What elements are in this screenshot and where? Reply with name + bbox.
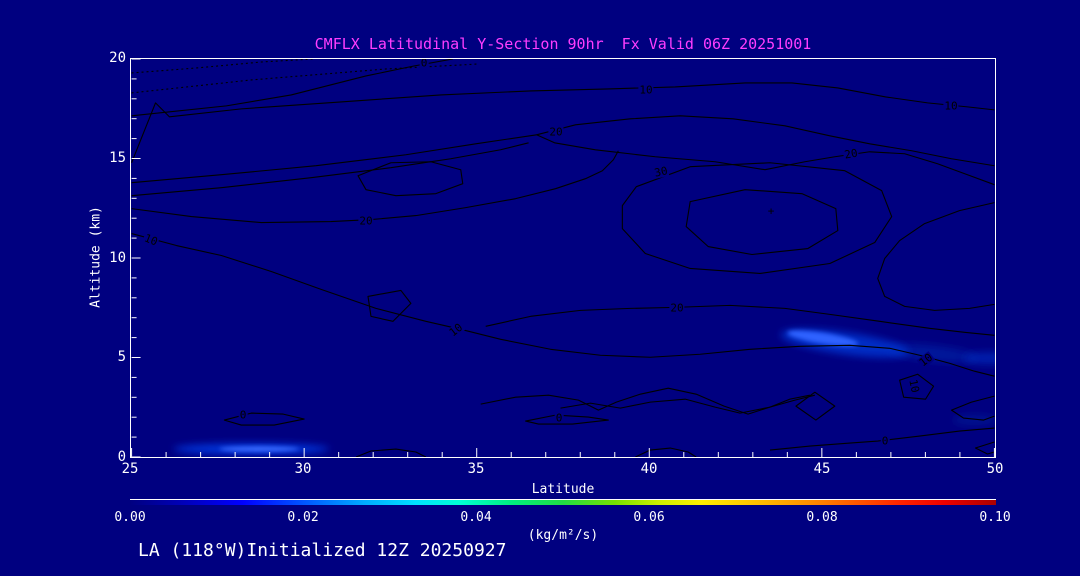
contour-value-label: 10 [943, 99, 959, 113]
contour-value-label: 0 [238, 408, 248, 422]
colorbar-tick-label: 0.10 [979, 510, 1011, 525]
colorbar-gradient [130, 499, 996, 505]
initialization-caption: LA (118°W)Initialized 12Z 20250927 [138, 540, 507, 561]
contour-value-label: 10 [906, 377, 922, 395]
contour-value-label: 20 [548, 125, 564, 139]
contour-value-label: 30 [652, 164, 670, 180]
y-tick-label: 15 [109, 149, 126, 166]
contour-value-label: 0 [880, 434, 890, 448]
plot-area: 0 10 10 20 20 30 20 10 20 10 10 10 0 0 0 + [130, 58, 996, 458]
x-tick-label: 45 [813, 461, 831, 477]
x-axis-title: Latitude [531, 482, 595, 497]
contour-value-label: 10 [638, 83, 654, 97]
x-tick-label: 40 [640, 461, 658, 477]
x-axis-tick-labels: 25 30 35 40 45 50 [122, 461, 1004, 479]
x-tick-label: 35 [467, 461, 485, 477]
y-axis-tick-labels: 20 15 10 5 0 [90, 50, 126, 465]
colorbar-tick-label: 0.08 [806, 510, 838, 525]
contour-value-label: 0 [419, 58, 429, 70]
contour-lines [131, 59, 995, 457]
x-tick-label: 25 [121, 461, 139, 477]
contour-value-label: 20 [669, 301, 685, 315]
colorbar-tick-label: 0.02 [287, 510, 319, 525]
contour-value-label: 20 [358, 214, 374, 228]
y-tick-label: 0 [117, 449, 126, 465]
contour-value-label: + [766, 204, 776, 218]
colorbar-tick-labels: 0.00 0.02 0.04 0.06 0.08 0.10 [114, 510, 1010, 526]
colorbar-tick-label: 0.00 [114, 510, 146, 525]
contour-value-label: 0 [554, 411, 564, 425]
shaded-flux-regions [173, 329, 995, 455]
contour-value-label: 20 [842, 146, 860, 162]
axis-tick-marks [131, 59, 995, 457]
colorbar-unit-label: (kg/m²/s) [527, 528, 599, 543]
chart-title: CMFLX Latitudinal Y-Section 90hr Fx Vali… [314, 35, 812, 53]
y-tick-label: 5 [117, 349, 126, 366]
colorbar-tick-label: 0.06 [633, 510, 665, 525]
y-tick-label: 20 [109, 50, 126, 66]
contour-canvas [131, 59, 995, 457]
x-tick-label: 30 [294, 461, 312, 477]
colorbar-tick-label: 0.04 [460, 510, 492, 525]
x-tick-label: 50 [986, 461, 1004, 477]
y-tick-label: 10 [109, 249, 126, 266]
